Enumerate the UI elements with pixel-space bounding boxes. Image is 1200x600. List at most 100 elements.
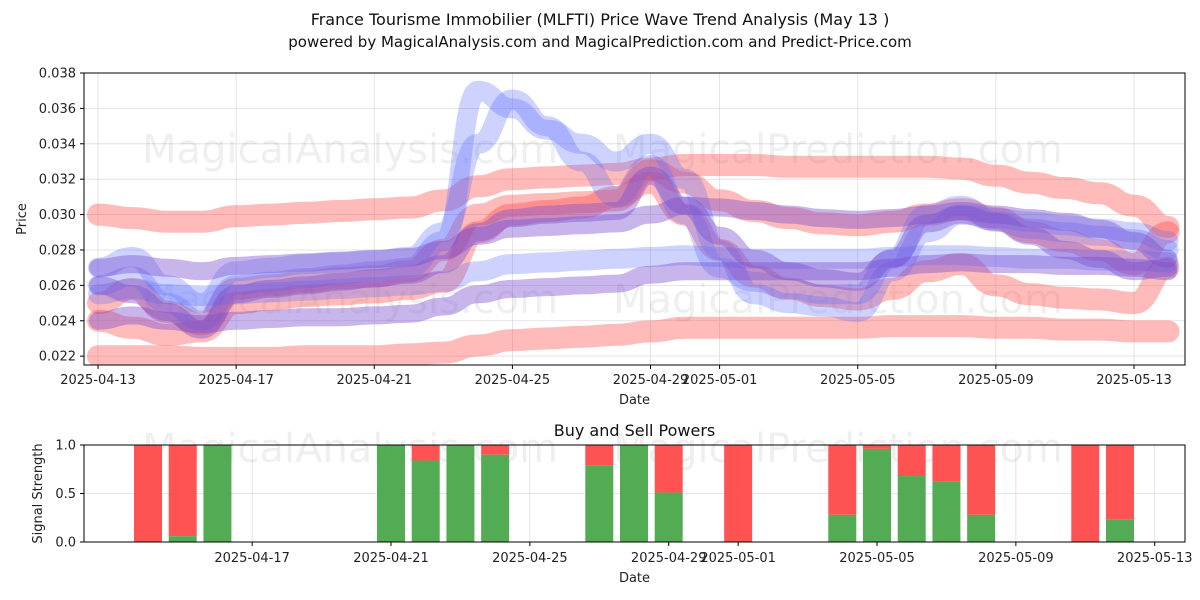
signal-bar: [897, 445, 926, 542]
y-tick-label: 0.026: [39, 279, 76, 294]
buy-power-bar: [585, 465, 614, 542]
signal-bar: [724, 445, 753, 542]
sell-power-bar: [654, 445, 683, 493]
x-tick-label: 2025-04-13: [60, 373, 136, 388]
x-tick-label: 2025-04-21: [353, 551, 429, 566]
buy-power-bar: [1106, 519, 1134, 542]
x-tick-label: 2025-04-21: [336, 373, 412, 388]
signal-bar: [932, 445, 961, 542]
y-axis-title: Price: [15, 203, 30, 235]
signal-bar: [1071, 445, 1100, 542]
y-tick-label: 0.0: [55, 536, 76, 551]
wave-band-red: [87, 171, 1180, 346]
x-tick-label: 2025-04-25: [492, 551, 568, 566]
y-tick-label: 1.0: [55, 439, 76, 454]
watermark: MagicalPrediction.com: [613, 127, 1063, 173]
signal-bar: [168, 445, 197, 542]
signal-bar: [654, 445, 683, 542]
signal-bar: [863, 445, 891, 542]
sell-power-bar: [1071, 445, 1100, 542]
y-tick-label: 0.5: [55, 487, 76, 502]
wave-band-red: [87, 154, 1180, 238]
signal-bar: [967, 445, 996, 542]
buy-power-bar: [897, 476, 926, 542]
buy-power-bar: [481, 454, 510, 542]
x-tick-label: 2025-05-01: [682, 373, 758, 388]
sell-power-bar: [585, 445, 614, 466]
y-tick-label: 0.032: [39, 173, 76, 188]
wave-band-blue: [88, 89, 1179, 314]
wave-bands: [87, 80, 1180, 365]
wave-band-purple: [89, 196, 1178, 281]
signal-bar: [481, 445, 510, 542]
x-tick-label: 2025-05-05: [839, 551, 915, 566]
chart-subtitle: powered by MagicalAnalysis.com and Magic…: [288, 33, 912, 51]
sell-power-bar: [1106, 445, 1134, 520]
signal-bar: [828, 445, 857, 542]
sell-power-bar: [411, 445, 440, 461]
y-tick-label: 0.024: [39, 314, 76, 329]
buy-sell-title: Buy and Sell Powers: [554, 421, 716, 440]
signal-bar: [203, 445, 232, 542]
x-axis-title: Date: [619, 393, 650, 408]
sell-power-bar: [481, 445, 510, 455]
wave-band-purple: [89, 166, 1178, 339]
y-tick-label: 0.022: [39, 350, 76, 365]
price-wave-panel: MagicalAnalysis.com MagicalPrediction.com…: [15, 67, 1186, 408]
buy-power-bar: [620, 445, 648, 542]
x-tick-label: 2025-05-05: [820, 373, 896, 388]
y-tick-label: 0.028: [39, 243, 76, 258]
wave-band-blue: [88, 80, 1179, 331]
buy-power-bar: [654, 492, 683, 542]
wave-band-red: [87, 315, 1180, 365]
sell-power-bar: [724, 445, 753, 542]
y-axis-title: Signal Strength: [31, 443, 46, 543]
signal-bar: [377, 445, 405, 542]
watermark: MagicalPrediction.com: [613, 277, 1063, 323]
wave-band-red: [87, 159, 1180, 336]
chart-title: France Tourisme Immobilier (MLFTI) Price…: [311, 10, 890, 29]
sell-power-bar: [967, 445, 996, 515]
buy-power-bar: [932, 481, 961, 542]
watermark: MagicalAnalysis.com: [142, 127, 558, 173]
x-tick-label: 2025-04-29: [631, 551, 707, 566]
buy-power-bar: [203, 445, 232, 542]
signal-bar: [585, 445, 614, 542]
signal-bar: [411, 445, 440, 542]
wave-band-blue: [88, 245, 1179, 306]
x-tick-label: 2025-04-25: [475, 373, 551, 388]
buy-power-bar: [377, 445, 405, 542]
sell-power-bar: [168, 445, 197, 537]
buy-power-bar: [828, 514, 857, 542]
sell-power-bar: [897, 445, 926, 477]
sell-power-bar: [863, 445, 891, 449]
signal-bar: [446, 445, 475, 542]
x-tick-label: 2025-05-09: [958, 373, 1034, 388]
x-axis-title: Date: [619, 571, 650, 586]
sell-power-bar: [932, 445, 961, 482]
buy-power-bar: [168, 536, 197, 542]
buy-power-bar: [411, 460, 440, 542]
signal-bar: [134, 445, 162, 542]
buy-power-bar: [967, 514, 996, 542]
x-tick-label: 2025-05-01: [700, 551, 776, 566]
buy-power-bar: [863, 448, 891, 542]
buy-sell-panel: MagicalAnalysis.comMagicalPrediction.com…: [31, 421, 1192, 586]
x-tick-label: 2025-05-13: [1117, 551, 1193, 566]
wave-band-purple: [89, 253, 1178, 334]
x-tick-label: 2025-05-13: [1096, 373, 1172, 388]
y-tick-label: 0.030: [39, 208, 76, 223]
signal-bar: [1106, 445, 1134, 542]
x-tick-label: 2025-04-17: [198, 373, 274, 388]
x-tick-label: 2025-04-29: [613, 373, 689, 388]
signal-bar: [620, 445, 648, 542]
y-tick-label: 0.038: [39, 67, 76, 82]
y-tick-label: 0.034: [39, 137, 76, 152]
x-tick-label: 2025-04-17: [214, 551, 290, 566]
sell-power-bar: [134, 445, 162, 542]
sell-power-bar: [828, 445, 857, 515]
top-axes-frame: [83, 72, 1186, 366]
watermark: MagicalAnalysis.com: [142, 277, 558, 323]
buy-power-bar: [446, 445, 475, 542]
